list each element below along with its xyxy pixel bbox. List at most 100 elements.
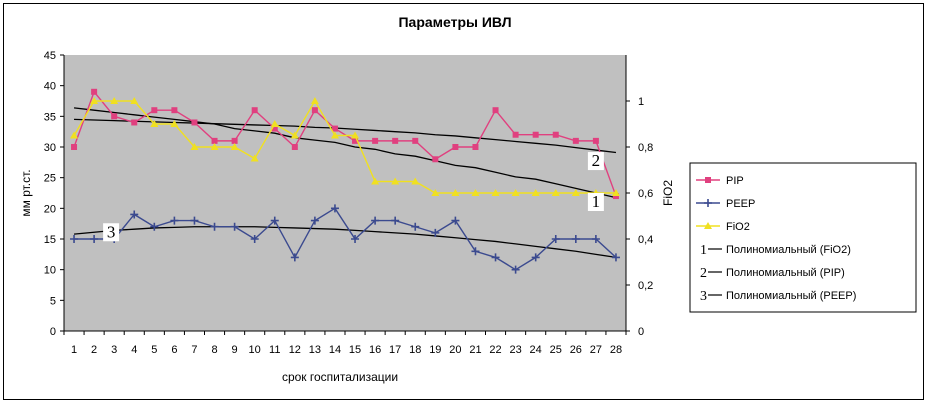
y-tick-label: 15 — [44, 234, 56, 246]
x-tick-label: 16 — [369, 344, 381, 356]
data-point — [230, 222, 239, 231]
data-point — [391, 177, 400, 185]
x-tick-label: 20 — [449, 344, 461, 356]
series-line — [73, 99, 616, 194]
legend-label: FiO2 — [726, 221, 750, 233]
data-point — [705, 177, 711, 183]
x-tick-label: 28 — [610, 344, 622, 356]
data-point — [472, 144, 479, 150]
data-point — [310, 97, 319, 104]
data-point — [291, 144, 298, 150]
y-axis-title: мм рт.ст. — [19, 169, 33, 216]
y2-axis-title: FiO2 — [661, 180, 675, 206]
data-point — [91, 88, 98, 95]
legend-item-trendline-1: 1 Полиномиальный (FiO2) — [700, 243, 851, 258]
y-tick-label: 0 — [50, 326, 56, 338]
data-point — [330, 204, 339, 213]
legend-item-fio2: FiO2 — [696, 221, 750, 233]
data-point — [351, 131, 360, 139]
legend-label: Полиномиальный (FiO2) — [726, 244, 851, 256]
data-point — [591, 235, 600, 243]
y-tick-label: 45 — [44, 50, 56, 62]
series-line — [73, 90, 617, 197]
data-point — [352, 137, 359, 144]
x-tick-label: 5 — [151, 344, 157, 356]
data-point — [311, 107, 318, 114]
y2-tick-label: 0,4 — [638, 234, 653, 246]
data-point — [271, 125, 278, 132]
data-point — [90, 97, 99, 104]
x-tick-label: 25 — [550, 344, 562, 356]
data-point — [191, 119, 198, 126]
x-tick-label: 10 — [249, 344, 261, 356]
data-point — [70, 235, 79, 243]
data-point — [704, 199, 712, 207]
y-tick-label: 25 — [44, 173, 56, 185]
data-point — [330, 131, 339, 139]
data-point — [210, 143, 219, 150]
x-tick-label: 27 — [590, 344, 602, 356]
legend-item-pip: PIP — [696, 175, 744, 187]
series-pip — [71, 88, 619, 200]
data-point — [532, 131, 539, 138]
x-tick-label: 2 — [91, 344, 97, 356]
trendline-number-labels: 1 2 3 — [103, 151, 604, 242]
data-point — [571, 235, 580, 243]
data-point — [471, 189, 480, 196]
data-point — [704, 222, 712, 229]
x-tick-label: 15 — [349, 344, 361, 356]
data-point — [432, 156, 439, 163]
data-point — [431, 228, 440, 237]
data-point — [452, 144, 459, 150]
chart-title: Параметры ИВЛ — [398, 14, 511, 30]
data-point — [571, 189, 580, 196]
data-point — [531, 253, 540, 262]
data-point — [190, 216, 199, 225]
data-point — [290, 253, 299, 262]
trendlines — [73, 107, 617, 259]
legend-item-trendline-2: 2 Полиномиальный (PIP) — [700, 266, 845, 281]
data-point — [331, 125, 338, 132]
data-point — [611, 253, 620, 262]
data-point — [250, 235, 259, 243]
legend-box — [689, 162, 917, 313]
data-point — [372, 137, 379, 144]
data-point — [491, 189, 500, 196]
data-point — [111, 113, 118, 120]
data-point — [171, 107, 178, 114]
data-point — [71, 144, 78, 150]
data-point — [411, 177, 420, 185]
data-point — [270, 120, 279, 127]
data-point — [612, 193, 619, 200]
y-tick-label: 35 — [44, 111, 56, 123]
data-point — [270, 216, 279, 225]
data-point — [151, 107, 158, 114]
data-point — [551, 189, 560, 196]
data-point — [110, 97, 119, 104]
legend-label: Полиномиальный (PEEP) — [726, 290, 856, 302]
data-point — [150, 120, 159, 127]
legend-item-peep: PEEP — [696, 198, 755, 210]
trendline-3 — [73, 226, 617, 259]
x-tick-label: 8 — [211, 344, 217, 356]
series-fio2 — [70, 97, 620, 196]
x-tick-label: 24 — [530, 344, 542, 356]
data-point — [451, 216, 460, 225]
x-tick-label: 19 — [429, 344, 441, 356]
data-point — [170, 216, 179, 225]
data-point — [551, 235, 560, 243]
y-tick-label: 30 — [44, 142, 56, 154]
x-tick-label: 17 — [389, 344, 401, 356]
number-label-bg — [103, 223, 120, 242]
data-point — [592, 137, 599, 144]
data-point — [290, 131, 299, 139]
trendline-number-2: 2 — [592, 151, 601, 170]
x-tick-label: 14 — [329, 344, 341, 356]
x-tick-label: 22 — [489, 344, 501, 356]
x-tick-label: 12 — [289, 344, 301, 356]
x-tick-label: 18 — [409, 344, 421, 356]
legend: PIP PEEP FiO2 1 Полиномиальный (FiO2) 2 Полино… — [689, 162, 917, 313]
y-tick-label: 20 — [44, 203, 56, 215]
